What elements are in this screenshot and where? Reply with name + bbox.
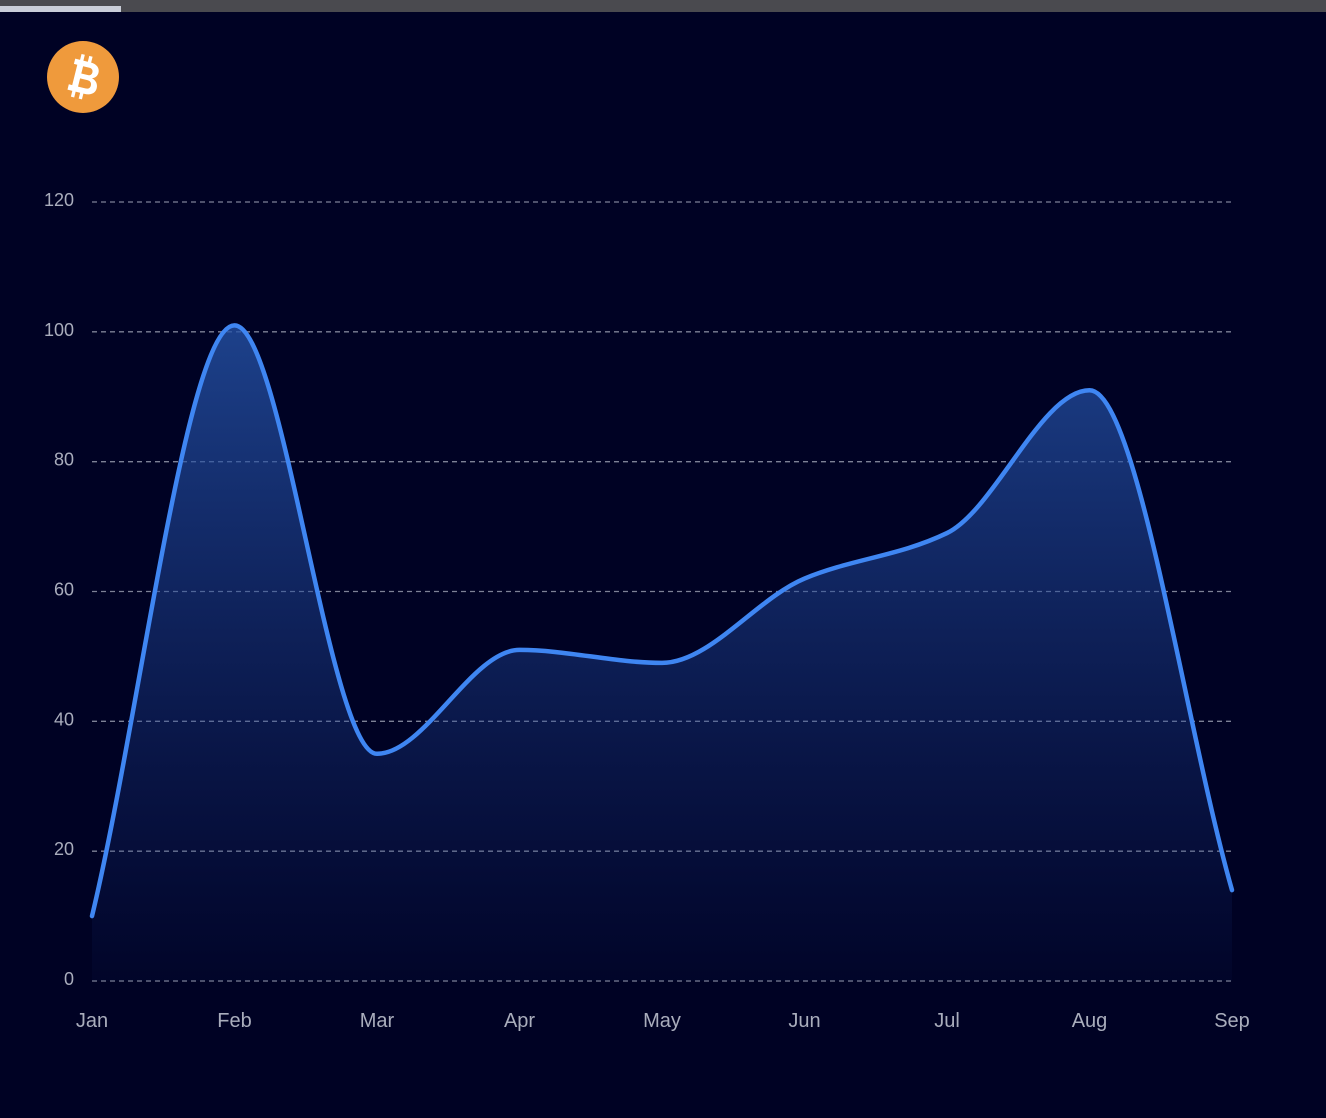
y-tick-label: 100 — [44, 320, 74, 340]
top-bar — [0, 0, 1326, 12]
x-tick-label: May — [643, 1010, 681, 1032]
x-tick-label: Aug — [1072, 1010, 1108, 1032]
y-tick-label: 60 — [54, 580, 74, 600]
y-tick-label: 40 — [54, 709, 74, 729]
y-tick-label: 20 — [54, 839, 74, 859]
x-axis-ticks: Jan Feb Mar Apr May Jun Jul Aug Sep — [76, 1010, 1250, 1032]
bitcoin-icon — [47, 41, 119, 113]
x-tick-label: Apr — [504, 1010, 535, 1032]
series-area — [92, 325, 1232, 981]
x-tick-label: Jul — [934, 1010, 960, 1032]
y-tick-label: 120 — [44, 190, 74, 210]
data-points — [91, 325, 1233, 917]
y-tick-label: 80 — [54, 450, 74, 470]
y-axis-ticks: 0 20 40 60 80 100 120 — [44, 190, 74, 989]
x-tick-label: Sep — [1214, 1010, 1250, 1032]
x-tick-label: Mar — [360, 1010, 395, 1032]
x-tick-label: Jun — [788, 1010, 820, 1032]
x-tick-label: Feb — [217, 1010, 251, 1032]
top-bar-indicator — [0, 6, 121, 12]
x-tick-label: Jan — [76, 1010, 108, 1032]
y-tick-label: 0 — [64, 969, 74, 989]
